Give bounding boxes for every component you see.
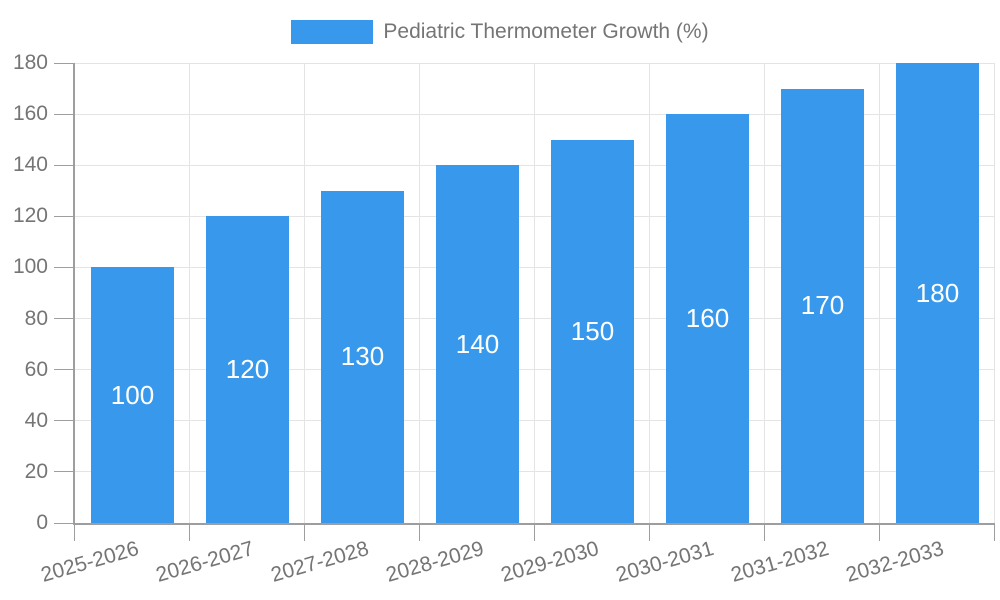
bar-value-label: 100 [110, 379, 155, 410]
x-axis-tick [534, 525, 535, 541]
x-axis-tick [649, 525, 650, 541]
x-axis-category-label: 2025-2026 [37, 537, 141, 587]
x-gridline [304, 63, 305, 523]
y-axis-tick [54, 318, 75, 320]
y-axis-tick [54, 471, 75, 473]
bar[interactable]: 160 [666, 114, 749, 523]
x-axis-tick [764, 525, 765, 541]
bar-value-label: 180 [915, 277, 960, 308]
x-axis-tick [304, 525, 305, 541]
y-gridline [75, 62, 995, 64]
x-gridline [534, 63, 535, 523]
legend-swatch [291, 20, 374, 44]
x-gridline [994, 63, 995, 523]
y-axis-tick [54, 369, 75, 371]
y-axis-tick [54, 522, 75, 524]
x-axis-tick [994, 525, 995, 541]
x-gridline [879, 63, 880, 523]
legend-label: Pediatric Thermometer Growth (%) [383, 20, 709, 43]
y-gridline [75, 215, 995, 217]
x-axis-category-label: 2032-2033 [842, 537, 946, 587]
bar[interactable]: 120 [206, 216, 289, 523]
y-axis-tick [54, 62, 75, 64]
bar[interactable]: 100 [91, 267, 174, 523]
y-axis-tick [54, 113, 75, 115]
bar[interactable]: 170 [781, 88, 864, 523]
y-axis-tick-label: 20 [24, 459, 48, 483]
y-axis-tick [54, 420, 75, 422]
bar-value-label: 120 [225, 354, 270, 385]
bar-value-label: 160 [685, 303, 730, 334]
bar[interactable]: 140 [436, 165, 519, 523]
y-axis-tick-label: 120 [12, 204, 48, 228]
plot-area: 0 20 40 60 80 100 120 140 160 180 100 120 130 140 150 1… [13, 51, 995, 587]
x-gridline [764, 63, 765, 523]
bar-value-label: 170 [800, 290, 845, 321]
y-gridline [75, 113, 995, 115]
y-axis-line [73, 63, 75, 525]
y-gridline [75, 420, 995, 422]
x-gridline [649, 63, 650, 523]
bar-value-label: 130 [340, 341, 385, 372]
bar-value-label: 150 [570, 315, 615, 346]
y-axis-tick-label: 40 [24, 408, 48, 432]
bar[interactable]: 180 [896, 63, 979, 523]
y-axis-tick-label: 100 [12, 255, 48, 279]
x-axis-category-label: 2026-2027 [152, 537, 256, 587]
y-gridline [75, 471, 995, 473]
x-axis-tick [74, 525, 75, 541]
bar[interactable]: 150 [551, 139, 634, 523]
x-axis-category-label: 2027-2028 [267, 537, 371, 587]
y-gridline [75, 318, 995, 320]
y-axis-tick-label: 80 [24, 306, 48, 330]
x-axis-category-label: 2030-2031 [612, 537, 716, 587]
y-gridline [75, 266, 995, 268]
y-axis-tick-label: 140 [12, 153, 48, 177]
y-gridline [75, 164, 995, 166]
chart-legend[interactable]: Pediatric Thermometer Growth (%) [0, 20, 1000, 44]
y-axis-tick [54, 215, 75, 217]
x-axis-category-label: 2028-2029 [382, 537, 486, 587]
y-axis-tick-label: 160 [12, 102, 48, 126]
y-axis-tick [54, 266, 75, 268]
x-axis-category-label: 2031-2032 [727, 537, 831, 587]
x-axis-tick [879, 525, 880, 541]
y-axis-tick-label: 0 [36, 511, 48, 534]
x-axis-category-label: 2029-2030 [497, 537, 601, 587]
y-gridline [75, 369, 995, 371]
x-gridline [189, 63, 190, 523]
x-axis-tick [419, 525, 420, 541]
x-gridline [419, 63, 420, 523]
bar-value-label: 140 [455, 328, 500, 359]
y-axis-tick-label: 60 [24, 357, 48, 381]
y-axis-tick-label: 180 [12, 51, 48, 74]
bar[interactable]: 130 [321, 190, 404, 523]
x-axis-tick [189, 525, 190, 541]
x-axis-line [73, 523, 995, 525]
y-axis-tick [54, 164, 75, 166]
